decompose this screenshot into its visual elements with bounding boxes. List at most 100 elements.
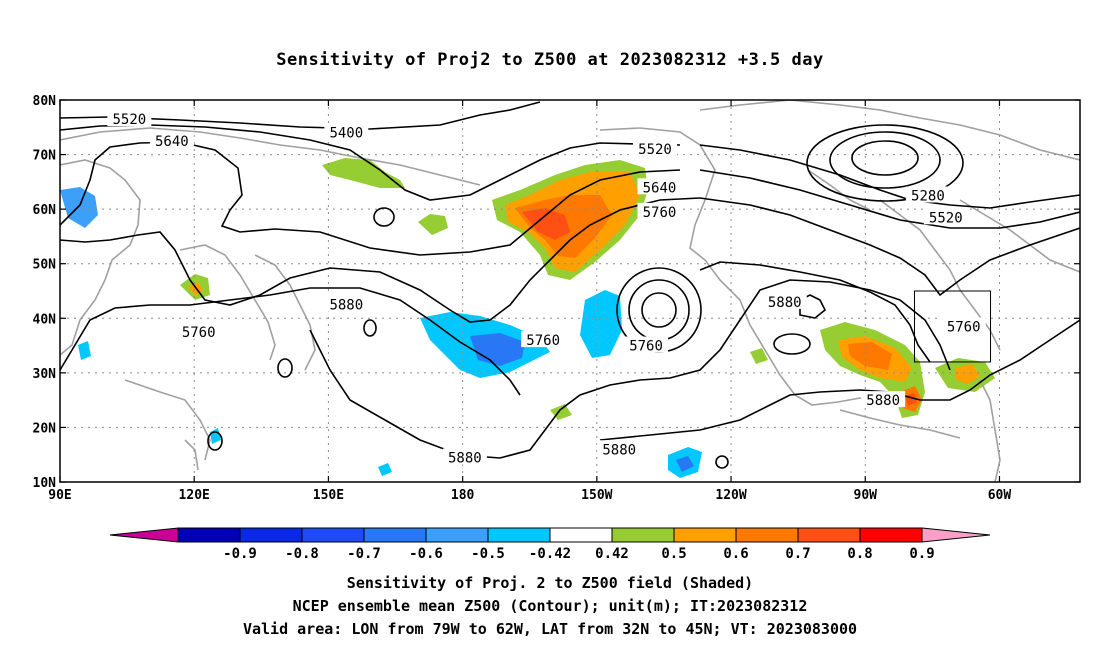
caption-line-3: Valid area: LON from 79W to 62W, LAT fro… bbox=[242, 620, 858, 638]
colorbar-min-arrow bbox=[109, 527, 179, 543]
colorbar-swatch bbox=[239, 527, 303, 543]
colorbar-swatch bbox=[549, 527, 613, 543]
negative-shade-small-3 bbox=[210, 428, 221, 444]
lon-tick-label: 180 bbox=[451, 488, 475, 503]
contour-label-bg bbox=[149, 131, 194, 148]
contour-small-3 bbox=[277, 358, 293, 378]
lat-tick-label: 10N bbox=[33, 476, 57, 491]
lat-tick-label: 80N bbox=[33, 94, 57, 109]
lon-tick-label: 90E bbox=[48, 488, 71, 503]
positive-shade-small-2 bbox=[550, 404, 572, 420]
positive-shade-siberia bbox=[322, 158, 405, 188]
lat-tick-label: 40N bbox=[33, 312, 57, 327]
lat-tick-label: 60N bbox=[33, 203, 57, 218]
contour-label: 5520 bbox=[929, 210, 963, 226]
colorbar-label: -0.42 bbox=[529, 546, 571, 562]
negative-shade-central-pacific-core bbox=[470, 333, 525, 366]
contour-label: 5760 bbox=[643, 205, 677, 221]
lon-tick-label: 120E bbox=[179, 488, 210, 503]
lat-tick-label: 30N bbox=[33, 367, 57, 382]
contour-label-bg bbox=[905, 186, 950, 203]
colorbar-swatch bbox=[735, 527, 799, 543]
longitude-axis: 90E 120E 150E 180 150W 120W 90W 60W bbox=[48, 100, 1011, 503]
colorbar-label: -0.7 bbox=[347, 546, 381, 562]
positive-shade-gulf-mexico-max bbox=[848, 342, 892, 370]
contour-5760-cutoff-low-inner bbox=[641, 292, 677, 328]
colorbar-label: 0.8 bbox=[847, 546, 872, 562]
colorbar-swatch bbox=[487, 527, 551, 543]
positive-shade-bering bbox=[418, 214, 448, 235]
contour-5760-high bbox=[799, 294, 827, 319]
lon-tick-label: 150E bbox=[313, 488, 344, 503]
lon-tick-label: 150W bbox=[581, 488, 612, 503]
contour-label-bg bbox=[324, 123, 369, 140]
contour-label: 5400 bbox=[329, 126, 363, 142]
contour-5280-low-outer bbox=[806, 124, 964, 202]
contour-label-bg bbox=[107, 110, 152, 127]
contour-small-2 bbox=[363, 319, 377, 337]
colorbar-swatch bbox=[859, 527, 923, 543]
contour-small-4 bbox=[207, 431, 223, 451]
colorbar-max-arrow bbox=[921, 527, 991, 543]
lat-tick-label: 70N bbox=[33, 149, 57, 164]
colorbar-label: -0.9 bbox=[223, 546, 257, 562]
negative-shade-small-2 bbox=[78, 341, 91, 360]
negative-shade-northeast-pacific bbox=[580, 290, 622, 358]
lon-tick-label: 120W bbox=[715, 488, 746, 503]
contour-labels: 5520 5640 5400 5520 5640 5760 5280 5520 5760 5880… bbox=[107, 110, 986, 466]
contour-label: 5880 bbox=[448, 450, 482, 466]
colorbar: -0.9 -0.8 -0.7 -0.6 -0.5 -0.42 0.42 0.5 0.6 0.7 0.… bbox=[109, 527, 991, 562]
colorbar-swatch bbox=[177, 527, 241, 543]
contour-5760-cutoff-low-mid bbox=[628, 279, 690, 341]
colorbar-swatch bbox=[301, 527, 365, 543]
contour-label: 5760 bbox=[629, 339, 663, 355]
contour-5760-east bbox=[699, 197, 1080, 297]
contour-label-bg bbox=[861, 391, 906, 408]
contour-5520-east bbox=[699, 144, 1080, 209]
contour-small-6 bbox=[773, 333, 811, 355]
contour-5880-south bbox=[309, 279, 951, 459]
contour-label: 5520 bbox=[638, 142, 672, 158]
negative-shade-kamchatka-west bbox=[60, 187, 98, 228]
colorbar-swatch bbox=[425, 527, 489, 543]
colorbar-swatch bbox=[673, 527, 737, 543]
positive-shade-atlantic-core bbox=[955, 364, 980, 384]
contour-5280-low-mid bbox=[829, 131, 941, 189]
valid-area-box bbox=[913, 290, 992, 363]
caption-line-2: NCEP ensemble mean Z500 (Contour); unit(… bbox=[292, 597, 808, 615]
contour-label: 5640 bbox=[643, 180, 677, 196]
contour-label-bg bbox=[442, 448, 487, 465]
contour-small-5 bbox=[715, 455, 729, 469]
contour-label-bg bbox=[637, 202, 682, 219]
colorbar-swatch bbox=[797, 527, 861, 543]
colorbar-label: -0.5 bbox=[471, 546, 505, 562]
contour-label-bg bbox=[624, 336, 669, 353]
contour-label: 5640 bbox=[155, 134, 189, 150]
sensitivity-shading bbox=[60, 158, 995, 478]
contour-5520-west bbox=[60, 124, 681, 201]
contour-label: 5760 bbox=[526, 333, 560, 349]
colorbar-label: 0.9 bbox=[909, 546, 934, 562]
lon-tick-label: 60W bbox=[988, 488, 1012, 503]
contour-label-bg bbox=[923, 208, 968, 225]
latitude-axis: 80N 70N 60N 50N 40N 30N 20N 10N bbox=[33, 94, 1080, 491]
contour-label: 5520 bbox=[112, 112, 146, 128]
map-frame bbox=[59, 99, 1081, 483]
contour-small-1 bbox=[373, 207, 395, 227]
contour-label-bg bbox=[637, 178, 682, 195]
contour-label-bg bbox=[521, 331, 566, 348]
contour-5640-east bbox=[699, 169, 1080, 229]
colorbar-swatch bbox=[363, 527, 427, 543]
contour-5880-east bbox=[599, 319, 1080, 441]
colorbar-label: 0.5 bbox=[661, 546, 686, 562]
lon-tick-label: 90W bbox=[854, 488, 878, 503]
positive-shade-gulf-alaska-peak bbox=[522, 208, 570, 240]
contour-label: 5760 bbox=[947, 319, 981, 335]
negative-shade-small-1 bbox=[378, 463, 392, 476]
contour-5640-west bbox=[60, 141, 681, 256]
contour-label: 5880 bbox=[602, 442, 636, 458]
figure-title: Sensitivity of Proj2 to Z500 at 20230823… bbox=[276, 50, 824, 70]
coastlines bbox=[60, 100, 1080, 482]
